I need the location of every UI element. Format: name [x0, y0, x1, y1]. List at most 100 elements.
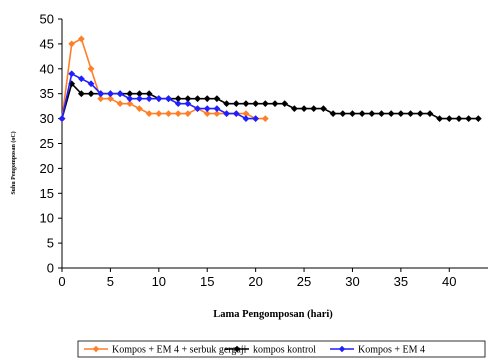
data-point [300, 105, 308, 113]
data-point [126, 90, 134, 98]
legend-item-3: Kompos + EM 4 [330, 345, 425, 356]
x-tick-label: 5 [107, 274, 114, 289]
data-point [329, 110, 337, 118]
y-tick-label: 40 [40, 61, 54, 76]
series-3 [58, 70, 260, 122]
y-tick-label: 30 [40, 111, 54, 126]
x-tick-label: 15 [200, 274, 214, 289]
data-point [136, 90, 143, 98]
data-point [252, 100, 260, 108]
y-tick-label: 20 [40, 161, 54, 176]
data-point [474, 115, 482, 122]
x-tick-label: 35 [394, 274, 408, 289]
legend-swatch-marker [92, 345, 100, 353]
series-line [61, 37, 266, 120]
series-layer [58, 35, 482, 122]
data-point [281, 100, 289, 108]
x-tick-label: 25 [297, 274, 311, 289]
data-point [213, 110, 221, 118]
data-point [87, 90, 95, 98]
legend-item-1: Kompos + EM 4 + serbuk gergaji [84, 345, 247, 356]
data-point [194, 95, 201, 103]
data-point [116, 90, 124, 98]
data-point [397, 110, 405, 118]
data-point [145, 110, 153, 118]
data-point [126, 100, 134, 108]
data-point [455, 115, 463, 122]
data-point [184, 95, 192, 103]
legend-swatch-marker [233, 345, 241, 353]
data-point [87, 80, 95, 88]
data-point [77, 75, 85, 83]
data-point [174, 110, 182, 118]
y-tick-label: 25 [40, 136, 54, 151]
data-point [290, 105, 298, 113]
data-point [387, 110, 395, 118]
data-point [242, 100, 250, 108]
data-point [310, 105, 318, 113]
data-point [232, 110, 240, 118]
x-axis-ticks: 0 5 10 15 20 25 30 35 40 [58, 268, 457, 289]
data-point [68, 70, 76, 78]
x-tick-label: 40 [442, 274, 456, 289]
y-axis-ticks: 0 5 10 15 20 25 30 35 40 45 50 [40, 12, 62, 276]
x-tick-label: 20 [248, 274, 262, 289]
y-tick-label: 10 [40, 211, 54, 226]
x-tick-label: 30 [345, 274, 359, 289]
data-point [97, 95, 105, 103]
legend-item-2: kompos kontrol [225, 345, 316, 356]
data-point [445, 115, 453, 122]
data-point [77, 90, 85, 98]
data-point [174, 100, 182, 108]
data-point [223, 100, 230, 108]
data-point [136, 95, 143, 103]
data-point [416, 110, 424, 118]
data-point [378, 110, 385, 118]
data-point [97, 90, 105, 98]
y-tick-label: 45 [40, 36, 54, 51]
data-point [358, 110, 366, 118]
data-point [68, 80, 76, 88]
data-point [349, 110, 356, 118]
data-point [107, 95, 114, 103]
data-point [165, 95, 172, 103]
data-point [174, 95, 182, 103]
legend-label: kompos kontrol [253, 345, 316, 356]
data-point [223, 110, 230, 118]
data-point [194, 105, 201, 113]
data-point [107, 90, 114, 98]
data-point [320, 105, 327, 113]
y-tick-label: 15 [40, 186, 54, 201]
legend-box [77, 340, 486, 358]
data-point [184, 100, 192, 108]
legend-label: Kompos + EM 4 [358, 345, 425, 356]
data-point [242, 110, 250, 118]
data-point [261, 115, 269, 122]
data-point [368, 110, 376, 118]
data-point [436, 115, 443, 122]
data-point [213, 95, 221, 103]
x-tick-label: 10 [152, 274, 166, 289]
data-point [116, 100, 124, 108]
data-point [203, 110, 211, 118]
data-point [145, 90, 153, 98]
data-point [165, 110, 172, 118]
data-point [136, 105, 143, 113]
legend: Kompos + EM 4 + serbuk gergaji kompos kon… [77, 340, 486, 358]
data-point [184, 110, 192, 118]
data-point [232, 100, 240, 108]
data-point [155, 95, 163, 103]
data-point [261, 100, 269, 108]
data-point [203, 105, 211, 113]
data-point [203, 95, 211, 103]
data-point [252, 115, 260, 122]
series-2 [58, 80, 482, 122]
data-point [155, 110, 163, 118]
y-tick-label: 50 [40, 12, 54, 27]
data-point [426, 110, 434, 118]
data-point [145, 95, 153, 103]
y-tick-label: 5 [47, 236, 54, 251]
legend-label: Kompos + EM 4 + serbuk gergaji [112, 345, 247, 356]
data-point [58, 115, 66, 122]
